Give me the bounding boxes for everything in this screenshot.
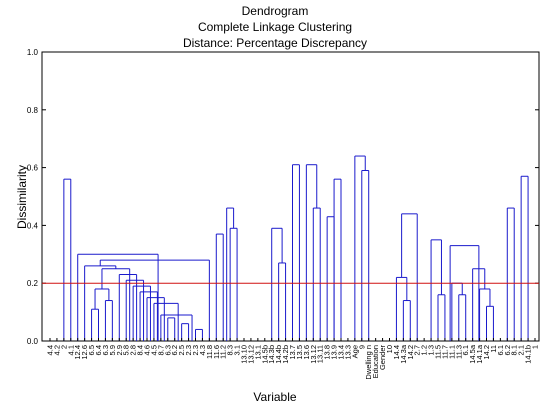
leaf-label-70: 1 [531, 345, 540, 349]
leaf-label-11: 5.8 [122, 345, 131, 355]
leaf-label-38: 13.12 [309, 345, 318, 364]
y-axis: 0.0 0.2 0.4 0.6 0.8 1.0 [27, 48, 539, 346]
leaf-label-25: 11.2 [219, 345, 228, 359]
leaf-label-21: 2.3 [191, 345, 200, 355]
leaf-label-37: 13.6 [302, 345, 311, 360]
leaf-label-45: 9 [357, 345, 366, 349]
leaf-label-50: 14.4 [392, 345, 401, 360]
leaf-label-5: 12.6 [80, 345, 89, 360]
leaf-label-10: 2.9 [115, 345, 124, 355]
leaf-label-6: 6.5 [87, 345, 96, 355]
y-tick-label-4: 0.8 [27, 106, 39, 115]
leaf-label-22: 4.3 [198, 345, 207, 355]
y-tick-label-3: 0.6 [27, 164, 39, 173]
leaf-label-16: 8.7 [156, 345, 165, 355]
y-tick-label-0: 0.0 [27, 337, 39, 346]
leaf-label-68: 2.1 [517, 345, 526, 355]
chart-title: Dendrogram [241, 4, 309, 18]
leaf-label-23: 11.8 [205, 345, 214, 359]
leaf-label-1: 4.2 [52, 345, 61, 355]
leaf-label-17: 6.3 [163, 345, 172, 355]
leaf-label-28: 13.10 [240, 345, 249, 364]
leaf-label-9: 5.9 [108, 345, 117, 355]
leaf-label-48: Gender [378, 345, 387, 371]
leaf-label-63: 14.2 [482, 345, 491, 360]
leaf-label-69: 14.1b [524, 345, 533, 364]
chart-subtitle-linkage: Complete Linkage Clustering [197, 20, 353, 34]
leaf-label-47: Education [371, 345, 380, 378]
leaf-label-62: 14.1a [475, 344, 484, 364]
leaf-label-8: 6.3 [101, 345, 110, 355]
leaf-label-66: 6.2 [503, 345, 512, 355]
y-tick-label-2: 0.4 [27, 221, 39, 230]
leaf-label-33: 14.4b [274, 345, 283, 364]
leaf-label-18: 6.2 [170, 345, 179, 355]
leaf-label-46: Dwelling n [364, 345, 373, 380]
leaf-label-34: 14.2b [281, 345, 290, 364]
leaf-label-36: 13.5 [295, 345, 304, 360]
leaf-label-20: 2.3 [184, 345, 193, 355]
leaf-label-41: 13.9 [330, 345, 339, 360]
leaf-label-12: 2.8 [129, 345, 138, 355]
leaf-label-58: 11.1 [447, 345, 456, 359]
leaf-label-31: 14.5b [260, 345, 269, 364]
x-axis-label: Variable [253, 390, 297, 404]
leaf-label-53: 2.7 [413, 345, 422, 355]
leaf-label-56: 11.5 [434, 345, 443, 359]
leaf-label-59: 11.3 [454, 345, 463, 359]
leaf-label-14: 4.6 [143, 345, 152, 355]
leaf-label-64: 11 [489, 345, 498, 353]
y-tick-label-5: 1.0 [27, 48, 39, 57]
leaf-label-67: 8.1 [510, 345, 519, 355]
leaf-label-42: 13.4 [337, 345, 346, 360]
leaf-label-52: 14.2 [406, 345, 415, 360]
leaf-label-4: 12.4 [73, 345, 82, 360]
leaf-label-44: Age [350, 345, 359, 358]
leaf-label-27: 3.1 [233, 345, 242, 355]
leaf-label-32: 14.3b [267, 345, 276, 364]
plot-frame [41, 51, 540, 342]
leaf-label-0: 4.4 [46, 345, 55, 355]
leaf-label-43: 13.3 [343, 345, 352, 360]
leaf-label-3: 4.1 [66, 345, 75, 355]
leaf-label-19: 2.5 [177, 345, 186, 355]
leaf-label-26: 8.3 [226, 345, 235, 355]
leaf-label-54: 1.2 [420, 345, 429, 355]
leaf-label-60: 6.1 [461, 345, 470, 355]
leaf-label-13: 8.4 [136, 345, 145, 355]
leaf-label-55: 1.3 [427, 345, 436, 355]
leaf-label-49: 10 [385, 345, 394, 353]
chart-subtitle-distance: Distance: Percentage Discrepancy [182, 36, 368, 50]
leaf-label-30: 13.1 [253, 345, 262, 360]
leaf-labels: 4.44.224.112.412.66.56.46.35.92.95.82.88… [46, 338, 540, 380]
leaf-label-51: 14.3a [399, 344, 408, 364]
leaf-label-7: 6.4 [94, 345, 103, 355]
leaf-label-65: 6.1 [496, 345, 505, 355]
dendrogram-links [63, 155, 529, 341]
y-tick-label-1: 0.2 [27, 279, 39, 288]
leaf-label-24: 11.6 [212, 345, 221, 359]
leaf-label-40: 13.8 [323, 345, 332, 360]
leaf-label-29: 13.12 [246, 345, 255, 364]
leaf-label-35: 13.7 [288, 345, 297, 360]
leaf-label-61: 14.5a [468, 344, 477, 364]
leaf-label-39: 13.11 [316, 345, 325, 363]
leaf-label-57: 11.7 [440, 345, 449, 359]
leaf-label-15: 4.5 [149, 345, 158, 355]
leaf-label-2: 2 [59, 345, 68, 349]
